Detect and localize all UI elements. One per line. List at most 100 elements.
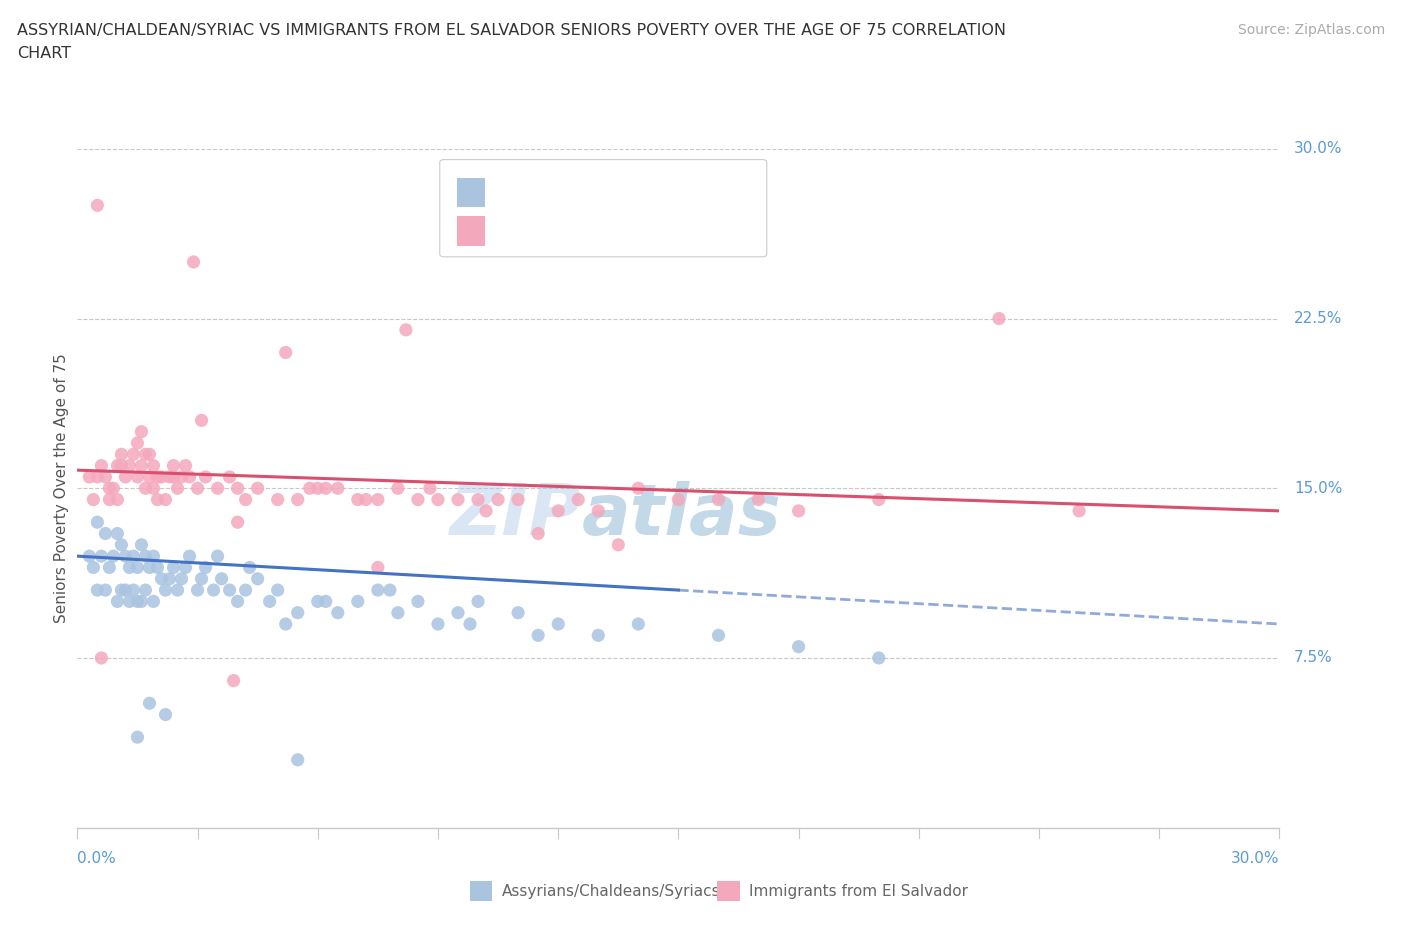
Point xyxy=(174,560,197,575)
Text: 30.0%: 30.0% xyxy=(1232,852,1279,867)
Point xyxy=(354,492,377,507)
Point xyxy=(138,470,160,485)
Point xyxy=(122,447,145,462)
Point xyxy=(346,594,368,609)
Point xyxy=(367,582,389,598)
Point xyxy=(567,492,589,507)
Text: 0.0%: 0.0% xyxy=(77,852,117,867)
Point xyxy=(406,492,429,507)
Point xyxy=(475,503,498,518)
Point xyxy=(287,492,309,507)
Point xyxy=(218,470,240,485)
Point xyxy=(159,470,181,485)
Point xyxy=(207,549,229,564)
Point xyxy=(202,582,225,598)
Point xyxy=(142,594,165,609)
Point xyxy=(110,538,132,552)
Text: 22.5%: 22.5% xyxy=(1294,311,1343,326)
Text: ASSYRIAN/CHALDEAN/SYRIAC VS IMMIGRANTS FROM EL SALVADOR SENIORS POVERTY OVER THE: ASSYRIAN/CHALDEAN/SYRIAC VS IMMIGRANTS F… xyxy=(17,23,1005,38)
Text: ZIP: ZIP xyxy=(450,481,582,550)
Point xyxy=(162,470,184,485)
Point xyxy=(94,526,117,541)
Point xyxy=(155,707,177,722)
Point xyxy=(547,503,569,518)
Point xyxy=(246,481,269,496)
Point xyxy=(82,492,104,507)
Point xyxy=(170,571,193,586)
Point xyxy=(287,605,309,620)
Point xyxy=(86,470,108,485)
Point xyxy=(607,538,630,552)
Point xyxy=(134,481,156,496)
Point xyxy=(127,594,149,609)
Point xyxy=(194,560,217,575)
Point xyxy=(419,481,441,496)
Point xyxy=(94,582,117,598)
Point xyxy=(274,617,297,631)
Point xyxy=(307,481,329,496)
Point xyxy=(127,730,149,745)
Point xyxy=(588,503,610,518)
Point xyxy=(226,594,249,609)
Point xyxy=(174,458,197,473)
Point xyxy=(988,311,1011,326)
Point xyxy=(235,492,257,507)
Point xyxy=(86,515,108,530)
Point xyxy=(246,571,269,586)
Point xyxy=(150,571,173,586)
Point xyxy=(107,458,129,473)
Point xyxy=(307,594,329,609)
Point xyxy=(527,628,550,643)
Text: 30.0%: 30.0% xyxy=(1294,141,1343,156)
Point xyxy=(527,526,550,541)
Point xyxy=(82,560,104,575)
Point xyxy=(508,492,530,507)
Point xyxy=(146,470,169,485)
Point xyxy=(868,651,890,666)
Point xyxy=(1069,503,1091,518)
Point xyxy=(427,492,450,507)
Point xyxy=(86,582,108,598)
Text: R =  -0.084   N = 83: R = -0.084 N = 83 xyxy=(495,222,678,240)
Point xyxy=(222,673,245,688)
Point xyxy=(107,526,129,541)
Point xyxy=(86,198,108,213)
Point xyxy=(194,470,217,485)
Point xyxy=(138,560,160,575)
Point xyxy=(406,594,429,609)
Point xyxy=(186,582,209,598)
Point xyxy=(138,696,160,711)
Point xyxy=(367,560,389,575)
Point xyxy=(146,560,169,575)
Point xyxy=(166,481,188,496)
Point xyxy=(207,481,229,496)
Point xyxy=(226,481,249,496)
Point xyxy=(98,560,121,575)
Point xyxy=(588,628,610,643)
Point xyxy=(387,481,409,496)
Point xyxy=(211,571,233,586)
Point xyxy=(287,752,309,767)
Text: R =  -0.101   N = 76: R = -0.101 N = 76 xyxy=(495,183,678,202)
Point xyxy=(226,515,249,530)
Point xyxy=(162,458,184,473)
Point xyxy=(186,481,209,496)
Point xyxy=(90,651,112,666)
Point xyxy=(787,639,810,654)
Point xyxy=(668,492,690,507)
Point xyxy=(326,605,349,620)
Point xyxy=(259,594,281,609)
Text: 15.0%: 15.0% xyxy=(1294,481,1343,496)
Point xyxy=(103,549,125,564)
Point xyxy=(315,594,337,609)
Point xyxy=(467,594,489,609)
Point xyxy=(79,470,101,485)
Point xyxy=(395,323,418,338)
Point xyxy=(179,549,201,564)
Text: 7.5%: 7.5% xyxy=(1294,650,1333,666)
Point xyxy=(367,492,389,507)
Point xyxy=(90,549,112,564)
Point xyxy=(627,481,650,496)
Point xyxy=(134,447,156,462)
Point xyxy=(547,617,569,631)
